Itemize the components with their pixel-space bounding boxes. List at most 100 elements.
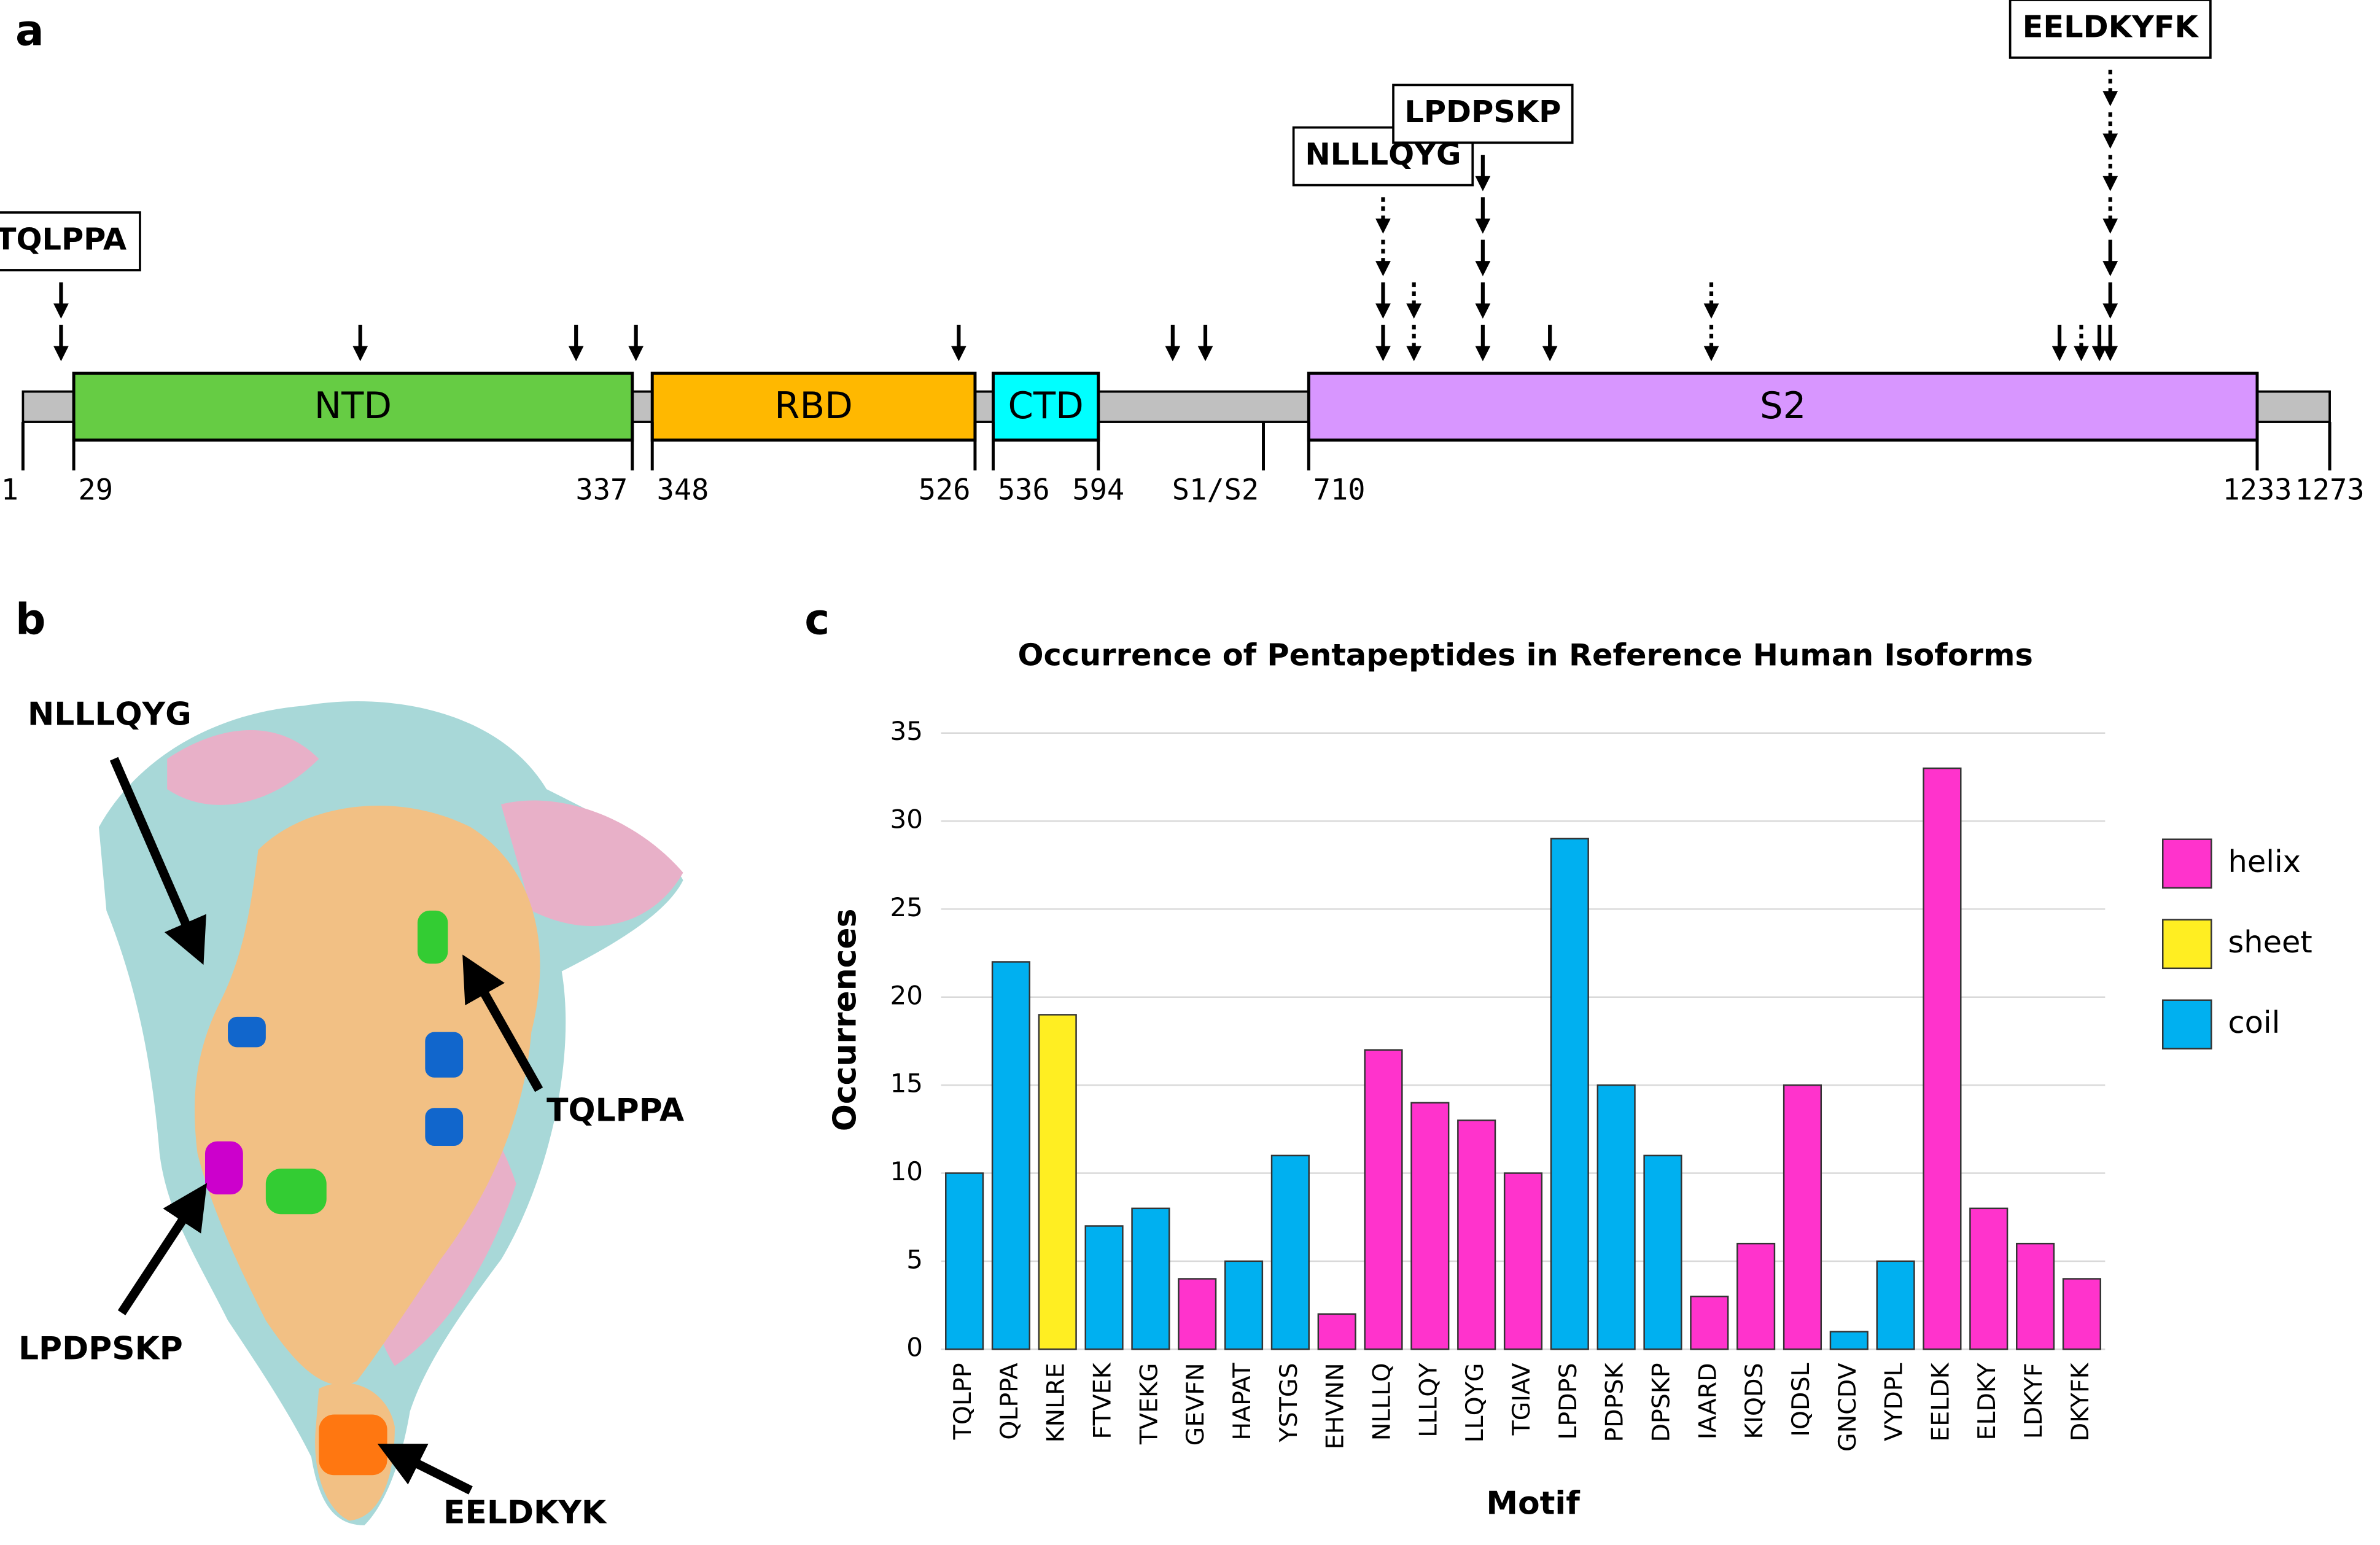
arrow-head bbox=[2102, 261, 2118, 276]
motif-patch bbox=[319, 1414, 387, 1476]
domain bbox=[1307, 372, 2259, 442]
y-tick-label: 25 bbox=[890, 892, 923, 922]
surface-patch bbox=[425, 1108, 464, 1146]
arrow-head bbox=[1165, 346, 1181, 362]
domain-label: S2 bbox=[1760, 384, 1806, 427]
structure-label: TQLPPA bbox=[546, 1092, 684, 1129]
x-tick-label: TGIAV bbox=[1507, 1363, 1536, 1436]
x-tick-label: TQLPP bbox=[949, 1363, 977, 1440]
arrow-head bbox=[2102, 176, 2118, 192]
tick-label: 337 bbox=[576, 473, 628, 507]
arrow-head bbox=[2102, 133, 2118, 149]
y-tick-label: 5 bbox=[906, 1244, 923, 1274]
arrow-head bbox=[1475, 261, 1491, 276]
arrow-head bbox=[53, 346, 69, 362]
arrow-head bbox=[2091, 346, 2107, 362]
arrow-head bbox=[951, 346, 966, 362]
x-tick-label: EELDK bbox=[1926, 1362, 1954, 1441]
bar bbox=[1736, 1242, 1776, 1350]
pointer-arrow bbox=[109, 757, 206, 965]
arrow-head bbox=[1475, 218, 1491, 234]
arrow-head bbox=[2102, 218, 2118, 234]
x-tick-label: YSTGS bbox=[1275, 1363, 1303, 1442]
legend-swatch bbox=[2162, 919, 2212, 970]
tick-label: 710 bbox=[1313, 473, 1366, 507]
x-tick-label: FTVEK bbox=[1089, 1362, 1117, 1439]
tick-label: 526 bbox=[919, 473, 971, 507]
panel-label: c bbox=[804, 595, 830, 644]
bar bbox=[1829, 1331, 1869, 1350]
arrow-head bbox=[1375, 261, 1391, 276]
arrow-head bbox=[1475, 346, 1491, 362]
x-tick-label: KNLRE bbox=[1042, 1363, 1070, 1442]
x-tick-label: EHVNN bbox=[1321, 1363, 1350, 1449]
arrow-head bbox=[568, 346, 584, 362]
legend-label: sheet bbox=[2228, 924, 2312, 960]
bar bbox=[945, 1172, 984, 1350]
x-tick-label: LLLQY bbox=[1414, 1363, 1442, 1438]
x-tick-label: GEVFN bbox=[1181, 1363, 1210, 1446]
legend-label: helix bbox=[2228, 844, 2301, 879]
x-tick-label: ELDKY bbox=[1973, 1363, 2001, 1441]
x-tick-label: LPDPS bbox=[1554, 1363, 1582, 1439]
tick-label: 1 bbox=[1, 473, 18, 507]
chart-title: Occurrence of Pentapeptides in Reference… bbox=[1017, 637, 2032, 673]
motif-patch bbox=[418, 910, 448, 964]
bar bbox=[1876, 1260, 1915, 1350]
x-tick-label: VYDPL bbox=[1880, 1363, 1908, 1441]
panel-label: b bbox=[15, 595, 46, 644]
x-tick-label: TVEKG bbox=[1135, 1363, 1163, 1445]
bar bbox=[1503, 1172, 1543, 1350]
motif-patch bbox=[204, 1141, 243, 1195]
legend-label: coil bbox=[2228, 1005, 2281, 1040]
motif-box bbox=[1392, 84, 1574, 144]
tick-label: 594 bbox=[1072, 473, 1124, 507]
x-tick-label: IAARD bbox=[1694, 1363, 1722, 1439]
arrow-head bbox=[628, 346, 644, 362]
y-axis-label: Occurrences bbox=[826, 908, 863, 1131]
x-tick-label: PDPSK bbox=[1601, 1362, 1629, 1442]
bar bbox=[2016, 1242, 2055, 1350]
arrow-head bbox=[2102, 303, 2118, 319]
y-tick-label: 0 bbox=[906, 1333, 923, 1363]
arrow-head bbox=[1703, 346, 1719, 362]
arrow-head bbox=[1375, 346, 1391, 362]
arrow-head bbox=[352, 346, 368, 362]
bar bbox=[1550, 838, 1589, 1350]
chain-pink bbox=[500, 800, 683, 927]
tick-label: 29 bbox=[79, 473, 114, 507]
bar bbox=[1178, 1278, 1217, 1350]
motif-box bbox=[0, 211, 141, 271]
domain-label: CTD bbox=[1008, 384, 1083, 427]
arrow-head bbox=[1406, 303, 1422, 319]
y-tick-label: 10 bbox=[890, 1156, 923, 1186]
tick-label: S1/S2 bbox=[1172, 473, 1259, 507]
x-tick-label: DPSKP bbox=[1647, 1363, 1675, 1442]
x-axis-label: Motif bbox=[1486, 1485, 1581, 1522]
x-tick-label: KIQDS bbox=[1740, 1363, 1768, 1439]
arrow-head bbox=[2074, 346, 2089, 362]
panel-label: a bbox=[15, 6, 44, 55]
bar bbox=[1270, 1154, 1310, 1350]
structure-label: LPDPSKP bbox=[18, 1331, 183, 1368]
pointer-arrow bbox=[462, 954, 543, 1092]
tick-label: 348 bbox=[657, 473, 709, 507]
arrow-head bbox=[1542, 346, 1558, 362]
domain-label: NTD bbox=[314, 384, 392, 427]
chain-tan bbox=[194, 805, 540, 1385]
y-tick-label: 35 bbox=[890, 716, 923, 746]
x-tick-label: DKYFK bbox=[2066, 1362, 2094, 1441]
bar bbox=[1410, 1102, 1450, 1350]
arrow-head bbox=[1197, 346, 1213, 362]
legend-swatch bbox=[2162, 838, 2212, 889]
bar bbox=[1038, 1014, 1077, 1350]
domain bbox=[72, 372, 634, 442]
x-tick-label: GNCDV bbox=[1834, 1363, 1862, 1452]
surface-patch bbox=[228, 1016, 266, 1048]
bar bbox=[1457, 1119, 1496, 1350]
tick-label: 536 bbox=[998, 473, 1050, 507]
protein-structure: NLLLQYG TQLPPA LPDPSKP EELDKYK bbox=[18, 696, 684, 1531]
bar bbox=[1923, 767, 1962, 1350]
